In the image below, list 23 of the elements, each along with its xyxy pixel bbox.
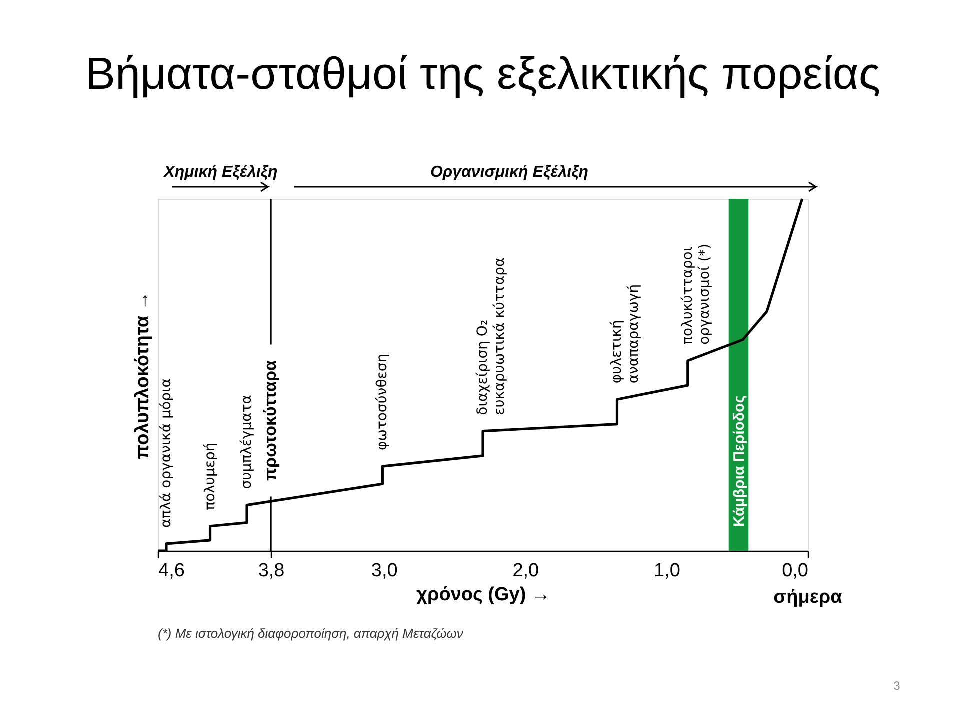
text: σήμερα (774, 587, 843, 608)
x-tick-label: 1,0 (654, 560, 680, 582)
x-axis-title: χρόνος (Gy) → (416, 584, 550, 606)
text: Χημική Εξέλιξη (163, 164, 278, 181)
text: Οργανισμική Εξέλιξη (430, 164, 589, 181)
y-axis-title: πολυπλοκότητα → (132, 292, 154, 460)
annotation: φυλετική αναπαραγωγή (609, 284, 642, 384)
annotation: διαχείριση O₂ ευκαρυωτικά κύτταρα (475, 258, 508, 416)
x-tick-label: 3,8 (258, 560, 285, 582)
text: 3 (894, 679, 901, 693)
annotation: απλά οργανικά μόρια (158, 378, 174, 528)
annotation: πολυμερή (202, 442, 218, 510)
x-tick-label: 3,0 (371, 560, 398, 582)
x-tick-label: 4,6 (158, 560, 185, 582)
chart-title: Βήματα-σταθμοί της εξελικτικής πορείας (85, 48, 881, 99)
ref-line-label: πρωτοκύτταρα (261, 360, 280, 481)
annotation: πολυκύτταροι οργανισμοί (*) (680, 244, 713, 345)
annotation: συμπλέγματα (239, 394, 256, 490)
band-label: Κάμβρια Περίοδος (730, 395, 748, 527)
text: (*) Με ιστολογική διαφοροποίηση, απαρχή Μεταζώων (158, 626, 464, 641)
annotation: φωτοσύνθεση (374, 354, 391, 451)
x-tick-label: 0,0 (782, 560, 808, 582)
x-tick-label: 2,0 (512, 560, 540, 582)
